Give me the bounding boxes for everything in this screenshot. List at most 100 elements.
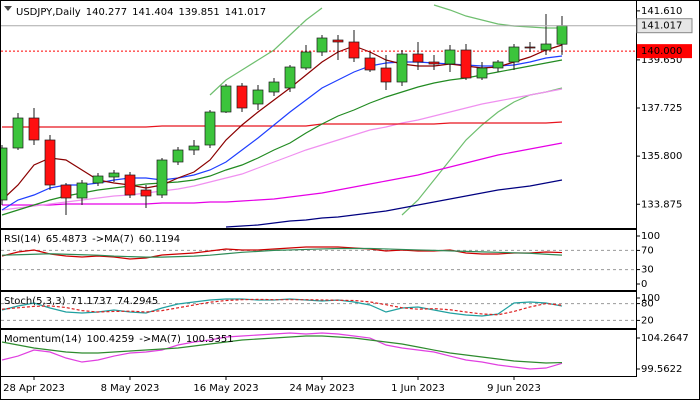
last-price-label: 141.017 — [641, 21, 682, 32]
y-tick-label: 141.610 — [641, 6, 682, 17]
indicator-line — [1, 335, 563, 364]
header-part: RSI(14) — [4, 234, 41, 245]
pane-plot — [1, 246, 636, 271]
candle-body — [252, 89, 264, 105]
candle-body — [12, 117, 24, 149]
rsi-pane — [0, 229, 637, 291]
x-tick-label: 1 Jun 2023 — [391, 383, 445, 394]
header-part: 141.017 — [225, 7, 266, 18]
candle-body — [188, 145, 200, 151]
y-tick-label: 0 — [641, 279, 647, 290]
candle-body — [476, 67, 488, 79]
indicator-line — [1, 88, 563, 211]
indicator-line — [2, 142, 563, 206]
candle-body — [140, 189, 152, 197]
header-part: 100.4259 — [87, 334, 135, 345]
header-part: 74.2945 — [117, 296, 158, 307]
x-tick-label: 16 May 2023 — [193, 383, 258, 394]
y-tick-label: 100 — [641, 293, 660, 304]
header-part: ->MA(7) — [139, 334, 181, 345]
header-part: 100.5351 — [186, 334, 234, 345]
y-tick-label: 104.2647 — [641, 333, 689, 344]
candle-body — [60, 184, 72, 199]
main-pane — [0, 0, 637, 229]
candle-body — [1, 147, 8, 201]
candle-body — [396, 53, 408, 83]
candle-body — [348, 41, 360, 59]
candle-body — [540, 43, 552, 51]
level-label: 140.000 — [641, 46, 682, 57]
candle-body — [316, 37, 328, 53]
pane-plot — [1, 4, 636, 228]
candle-body — [460, 49, 472, 79]
header-part: Momentum(14) — [4, 334, 82, 345]
y-tick-label: 139.650 — [641, 55, 682, 66]
last-price-box — [636, 18, 693, 34]
x-tick-label: 9 Jun 2023 — [487, 383, 541, 394]
candle-body — [364, 57, 376, 71]
pane-header: Momentum(14) 100.4259 ->MA(7) 100.5351 — [4, 334, 234, 345]
candle-body — [156, 159, 168, 196]
y-tick-label: 80 — [641, 299, 654, 310]
candle-body — [92, 175, 104, 184]
stoch-pane — [0, 291, 637, 329]
indicator-line — [433, 4, 562, 29]
candle-body — [428, 61, 440, 65]
y-tick-label: 135.800 — [641, 151, 682, 162]
candle-body — [492, 61, 504, 69]
x-tick-label: 24 May 2023 — [289, 383, 354, 394]
momentum-pane — [0, 329, 637, 377]
header-part: 140.277 — [86, 7, 127, 18]
y-tick-label: 137.725 — [641, 103, 682, 114]
x-tick-label: 28 Apr 2023 — [3, 383, 65, 394]
indicator-line — [209, 7, 323, 96]
candle-body — [76, 182, 88, 199]
header-part: 139.851 — [178, 7, 219, 18]
header-part: 60.1194 — [139, 234, 180, 245]
y-tick-label: 30 — [641, 265, 654, 276]
header-part: Stoch(5,3,3) — [4, 296, 66, 307]
indicator-line — [1, 332, 563, 370]
candle-body — [204, 111, 216, 146]
candle-body — [268, 81, 280, 93]
y-tick-label: 99.5622 — [641, 364, 682, 375]
level-box — [637, 44, 692, 59]
candle-body — [28, 117, 40, 141]
header-part: USDJPY,Daily — [16, 7, 81, 18]
y-tick-label: 133.875 — [641, 199, 682, 210]
indicator-line — [225, 179, 563, 228]
pane-plot — [1, 298, 636, 321]
symbol-icon — [4, 6, 12, 11]
y-tick-label: 20 — [641, 315, 654, 326]
candle-body — [108, 172, 120, 178]
header-part: ->MA(7) — [92, 234, 134, 245]
pane-plot — [1, 332, 563, 370]
candle-body — [524, 46, 536, 49]
candle-body — [300, 51, 312, 69]
header-part: 71.1737 — [70, 296, 111, 307]
candle-body — [44, 139, 56, 186]
indicator-line — [1, 247, 563, 258]
candle-body — [220, 85, 232, 113]
candle-body — [172, 149, 184, 163]
indicator-line — [2, 121, 563, 128]
pane-header: Stoch(5,3,3) 71.1737 74.2945 — [4, 296, 158, 307]
candle-body — [332, 39, 344, 43]
header-part: 141.404 — [132, 7, 173, 18]
candle-body — [284, 66, 296, 89]
y-tick-label: 100 — [641, 231, 660, 242]
pane-header: RSI(14) 65.4873 ->MA(7) 60.1194 — [4, 234, 180, 245]
indicator-line — [1, 246, 563, 260]
candle-body — [236, 85, 248, 109]
y-tick-label: 70 — [641, 245, 654, 256]
indicator-line — [1, 298, 563, 316]
x-tick-label: 8 May 2023 — [101, 383, 160, 394]
candle-body — [508, 46, 520, 63]
candle-body — [556, 25, 568, 45]
candle-body — [444, 49, 456, 65]
pane-header: USDJPY,Daily 140.277 141.404 139.851 141.017 — [16, 7, 266, 18]
plot-layer: 141.610 139.650 137.725 135.800 133.875 141.0… — [1, 4, 693, 394]
header-part: 65.4873 — [46, 234, 87, 245]
